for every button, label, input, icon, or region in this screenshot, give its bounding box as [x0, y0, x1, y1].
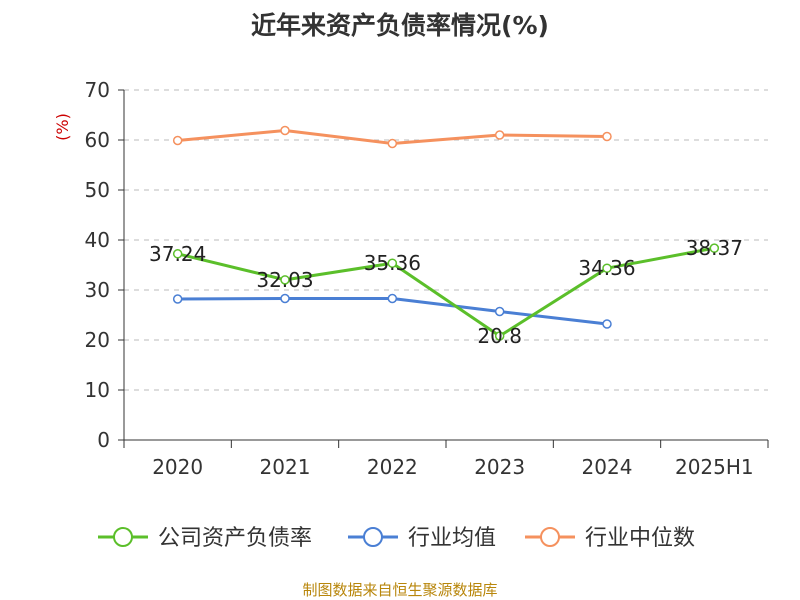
y-tick-label: 20	[85, 328, 110, 352]
data-point	[602, 263, 612, 273]
data-labels: 37.24 32.03 35.36 20.8 34.36 38.37	[149, 236, 743, 348]
data-point	[602, 319, 612, 329]
x-tick-label: 2021	[260, 455, 311, 479]
x-tick-label: 2020	[152, 455, 203, 479]
data-label: 37.24	[149, 242, 206, 266]
data-point	[280, 293, 290, 304]
y-tick-label: 30	[85, 278, 110, 302]
data-point	[280, 125, 290, 136]
legend-label: 行业中位数	[585, 526, 695, 551]
data-label: 34.36	[578, 256, 635, 280]
legend: 公司资产负债率 行业均值 行业中位数	[98, 526, 695, 551]
chart-title: 近年来资产负债率情况(%)	[251, 11, 549, 40]
legend-marker	[540, 527, 560, 547]
y-tick-label: 70	[85, 78, 110, 102]
data-point	[172, 249, 183, 259]
data-point	[280, 275, 290, 285]
x-tick-label: 2024	[582, 455, 633, 479]
data-label: 38.37	[686, 236, 743, 260]
data-point	[387, 258, 398, 268]
legend-marker	[113, 527, 133, 547]
y-tick-label: 60	[85, 128, 110, 152]
series-line	[177, 246, 715, 338]
legend-label: 行业均值	[408, 526, 496, 551]
data-point	[172, 135, 183, 146]
data-point	[602, 131, 612, 142]
x-tick-label: 2022	[367, 455, 418, 479]
data-point	[387, 138, 398, 149]
data-point	[387, 293, 398, 304]
data-point	[494, 331, 505, 341]
axes: 0 10 20 30 40 50 60 70 (%) 2020 2021 2022 2023 2024 20…	[53, 78, 769, 479]
data-label: 35.36	[364, 251, 421, 275]
data-label: 32.03	[256, 268, 313, 292]
legend-label: 公司资产负债率	[158, 526, 312, 551]
source-note: 制图数据来自恒生聚源数据库	[302, 581, 498, 599]
legend-marker	[363, 527, 383, 547]
y-tick-label: 10	[85, 378, 110, 402]
x-tick-label: 2025H1	[675, 455, 754, 479]
data-point	[172, 294, 183, 304]
y-axis-label: (%)	[53, 113, 72, 141]
data-label: 20.8	[477, 324, 522, 348]
data-point	[709, 243, 720, 253]
data-point	[494, 130, 505, 140]
data-point	[494, 306, 505, 317]
y-tick-label: 40	[85, 228, 110, 252]
y-tick-label: 50	[85, 178, 110, 202]
series-layer	[172, 125, 720, 341]
y-tick-label: 0	[97, 428, 110, 452]
x-tick-label: 2023	[474, 455, 525, 479]
